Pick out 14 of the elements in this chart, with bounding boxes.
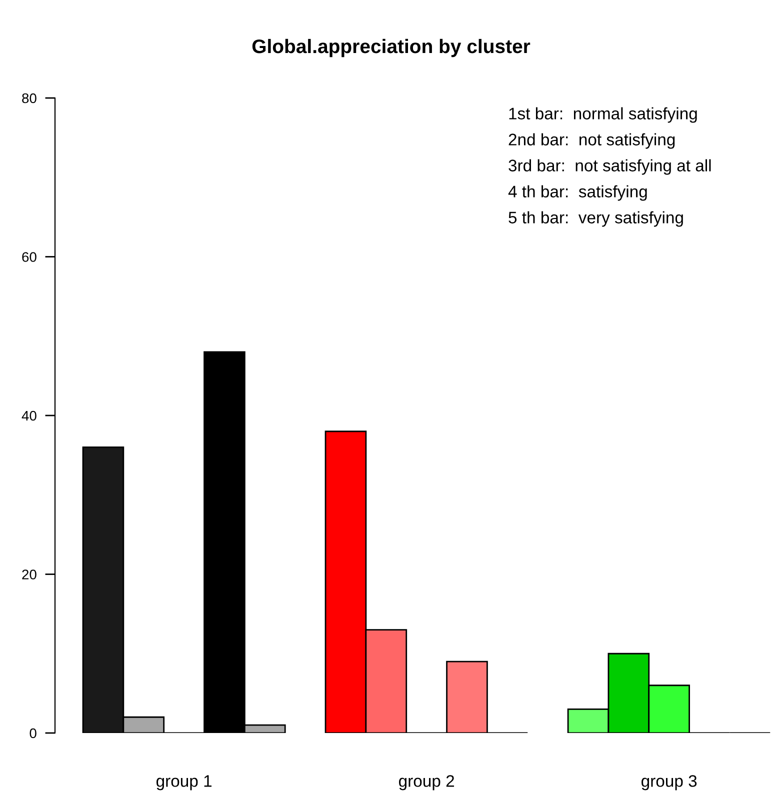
annotation: 3rd bar: not satisfying at all: [508, 159, 711, 175]
y-tick-label: 60: [22, 252, 36, 262]
annotation: 4 th bar: satisfying: [508, 185, 647, 201]
annotation: 5 th bar: very satisfying: [508, 211, 683, 227]
annotation: 2nd bar: not satisfying: [508, 133, 675, 149]
y-tick-label: 40: [22, 410, 36, 421]
y-tick-label: 80: [22, 93, 36, 104]
y-tick-label: 20: [22, 570, 36, 580]
x-tick-label: group 1: [156, 775, 212, 790]
y-tick-label: 0: [30, 728, 36, 738]
x-tick-label: group 3: [642, 775, 697, 790]
chart-title: Global.appreciation by cluster: [252, 38, 530, 58]
annotation: 1st bar: normal satisfying: [509, 107, 697, 123]
x-tick-label: group 2: [399, 775, 454, 790]
